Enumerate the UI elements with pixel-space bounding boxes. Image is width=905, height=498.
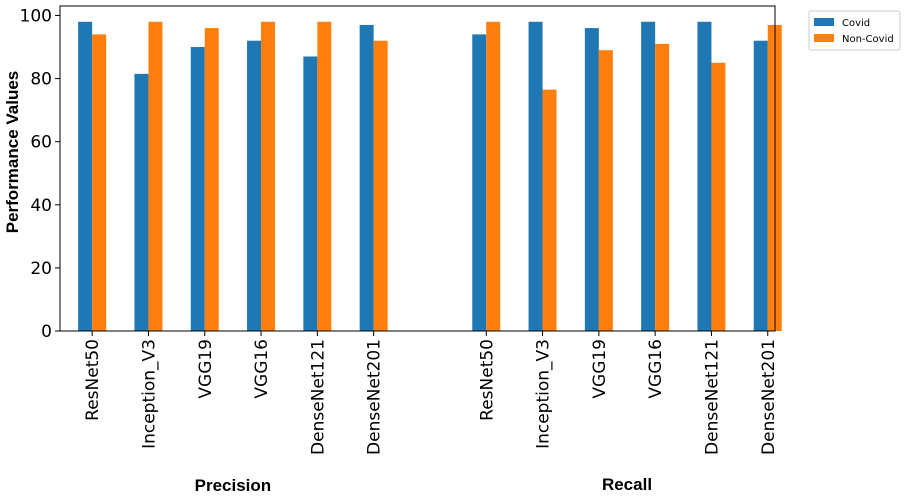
x-tick-label: DenseNet201: [365, 339, 385, 455]
x-tick-label: Inception_V3: [139, 339, 159, 449]
group-labels: Precision Recall: [195, 475, 652, 495]
legend-swatch-covid: [814, 18, 834, 26]
bar-non-covid-vgg19: [598, 50, 613, 332]
x-tick-label: VGG16: [646, 339, 666, 399]
x-tick-label: DenseNet121: [702, 339, 722, 455]
bar-covid-vgg16: [641, 21, 656, 331]
x-tick-label: Inception_V3: [534, 339, 554, 449]
bar-non-covid-vgg16: [655, 43, 670, 332]
bar-non-covid-vgg19: [204, 28, 219, 332]
x-tick-label: ResNet50: [83, 339, 103, 421]
bar-covid-vgg16: [247, 40, 262, 331]
y-tick-label: 60: [30, 133, 52, 153]
bar-non-covid-inception_v3: [148, 21, 163, 331]
x-tick-label: DenseNet201: [759, 339, 779, 455]
x-tick-label: VGG19: [196, 339, 216, 399]
y-tick-label: 40: [30, 196, 52, 216]
bar-covid-inception_v3: [528, 21, 543, 331]
legend-swatch-non-covid: [814, 34, 834, 42]
x-tick-label: ResNet50: [477, 339, 497, 421]
bar-covid-vgg19: [190, 47, 205, 332]
group-label-precision: Precision: [195, 476, 272, 495]
y-tick-label: 100: [20, 6, 52, 26]
bar-covid-densenet121: [303, 56, 318, 331]
bar-non-covid-densenet121: [317, 21, 332, 331]
bar-non-covid-resnet50: [486, 21, 501, 331]
x-axis: ResNet50 Inception_V3 VGG19 VGG16 DenseNet12…: [83, 331, 779, 455]
y-axis-label: Performance Values: [3, 71, 22, 234]
x-tick-label: DenseNet121: [308, 339, 328, 455]
plot-frame: [59, 5, 776, 332]
bar-non-covid-inception_v3: [542, 89, 557, 331]
y-tick-label: 80: [30, 70, 52, 90]
bar-non-covid-densenet201: [373, 40, 388, 331]
bar-covid-resnet50: [472, 34, 487, 331]
bar-covid-inception_v3: [134, 73, 149, 331]
y-axis: 0 20 40 60 80 100: [20, 6, 60, 342]
x-tick-label: VGG16: [252, 339, 272, 399]
legend: Covid Non-Covid: [808, 10, 901, 51]
bar-covid-resnet50: [78, 21, 93, 331]
legend-label-covid: Covid: [842, 18, 870, 29]
legend-label-non-covid: Non-Covid: [842, 34, 894, 45]
bars-layer: [78, 21, 782, 332]
y-tick-label: 0: [41, 322, 52, 342]
group-label-recall: Recall: [602, 475, 652, 494]
x-tick-label: VGG19: [590, 339, 610, 399]
bar-covid-vgg19: [584, 28, 599, 332]
bar-covid-densenet121: [697, 21, 712, 331]
bar-non-covid-resnet50: [92, 34, 107, 331]
bar-non-covid-densenet121: [711, 62, 726, 332]
bar-covid-densenet201: [753, 40, 768, 331]
y-tick-label: 20: [30, 259, 52, 279]
bar-covid-densenet201: [359, 24, 374, 332]
bar-non-covid-vgg16: [261, 21, 276, 331]
